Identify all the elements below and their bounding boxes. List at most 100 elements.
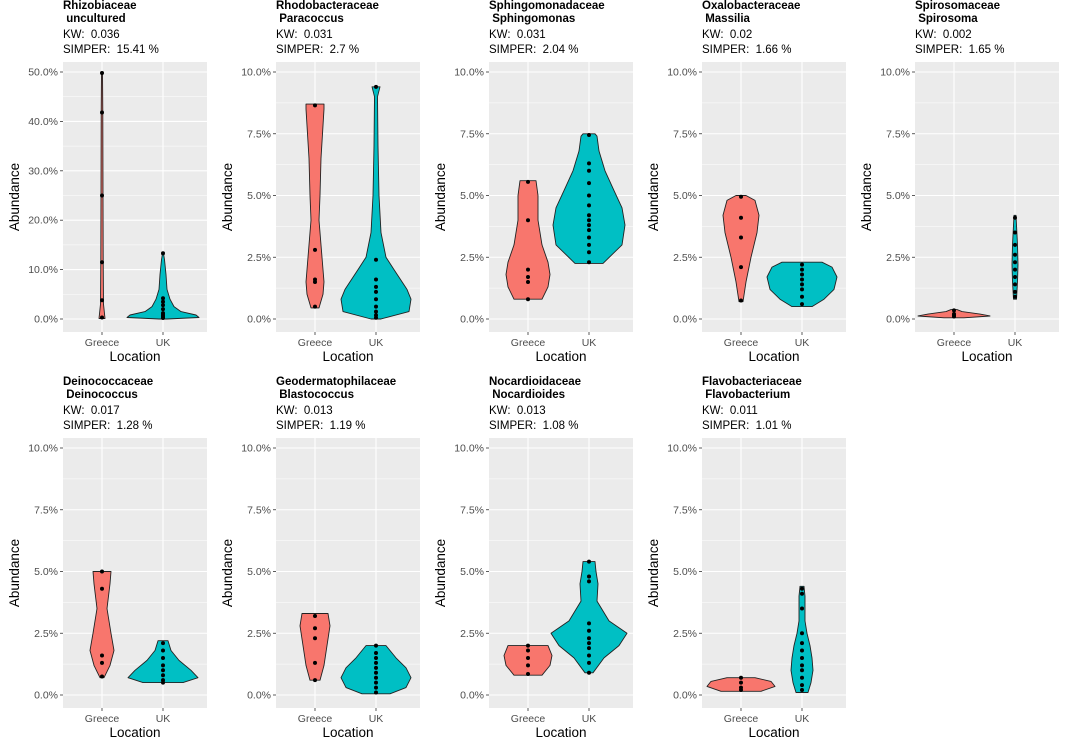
- y-tick-label: 0.0%: [247, 314, 271, 326]
- simper-label: SIMPER: 1.01 %: [702, 419, 792, 432]
- x-tick-label: Greece: [85, 337, 120, 349]
- data-point: [739, 265, 743, 270]
- data-point: [526, 275, 530, 280]
- data-point: [100, 315, 104, 320]
- x-tick-label: UK: [582, 337, 597, 349]
- data-point: [587, 641, 591, 646]
- data-point: [587, 621, 591, 626]
- chart-panel: Geodermatophilaceae Blastococcus KW: 0.01…: [213, 376, 426, 748]
- data-point: [374, 685, 378, 690]
- x-axis-title: Location: [322, 725, 373, 740]
- data-point: [1013, 267, 1017, 272]
- y-tick-label: 50.0%: [28, 67, 58, 79]
- data-point: [800, 631, 804, 636]
- x-tick-label: UK: [795, 337, 810, 349]
- data-point: [161, 668, 165, 673]
- data-point: [313, 660, 317, 665]
- data-point: [374, 670, 378, 675]
- y-tick-label: 7.5%: [886, 128, 910, 140]
- data-point: [1013, 252, 1017, 257]
- data-point: [739, 685, 743, 690]
- kw-label: KW: 0.013: [276, 405, 333, 417]
- y-tick-label: 5.0%: [34, 566, 58, 578]
- data-point: [739, 680, 743, 685]
- panel-title: Spirosomaceae Spirosoma KW: 0.002 SIMPER: …: [915, 0, 1004, 56]
- data-point: [313, 304, 317, 309]
- y-tick-label: 7.5%: [460, 128, 484, 140]
- genus-label: Deinococcus: [63, 388, 138, 401]
- data-point: [587, 628, 591, 633]
- violin-uk: [127, 640, 199, 684]
- simper-label: SIMPER: 1.65 %: [915, 43, 1005, 56]
- y-tick-label: 10.0%: [880, 67, 910, 79]
- data-point: [800, 668, 804, 673]
- y-tick-label: 0.0%: [460, 314, 484, 326]
- data-point: [313, 247, 317, 252]
- y-tick-label: 10.0%: [241, 443, 271, 455]
- y-tick-label: 5.0%: [247, 190, 271, 202]
- y-tick-label: 10.0%: [454, 67, 484, 79]
- data-point: [374, 660, 378, 665]
- y-tick-label: 0.0%: [34, 690, 58, 702]
- data-point: [587, 670, 591, 675]
- y-tick-label: 10.0%: [28, 443, 58, 455]
- x-tick-label: UK: [369, 337, 384, 349]
- y-tick-label: 5.0%: [673, 566, 697, 578]
- y-tick-label: 7.5%: [673, 128, 697, 140]
- data-point: [800, 277, 804, 282]
- violin-greece: [89, 571, 115, 679]
- data-point: [374, 655, 378, 660]
- y-tick-label: 2.5%: [886, 252, 910, 264]
- y-axis-title: Abundance: [220, 539, 235, 607]
- data-point: [374, 643, 378, 648]
- genus-label: Nocardioides: [489, 388, 566, 401]
- data-point: [374, 651, 378, 656]
- data-point: [526, 267, 530, 272]
- panel-title: Rhodobacteraceae Paracoccus KW: 0.031 SIMP…: [276, 0, 379, 56]
- y-tick-label: 2.5%: [460, 628, 484, 640]
- data-point: [161, 251, 165, 256]
- x-tick-label: UK: [582, 713, 597, 725]
- data-point: [313, 678, 317, 683]
- data-point: [739, 298, 743, 303]
- data-point: [526, 648, 530, 653]
- x-axis-title: Location: [535, 349, 586, 364]
- family-label: Oxalobacteraceae: [702, 0, 801, 12]
- simper-label: SIMPER: 15.41 %: [63, 43, 159, 56]
- x-tick-label: UK: [156, 337, 171, 349]
- data-point: [374, 675, 378, 680]
- data-point: [800, 287, 804, 292]
- simper-label: SIMPER: 1.28 %: [63, 419, 153, 432]
- y-tick-label: 7.5%: [247, 504, 271, 516]
- data-point: [313, 636, 317, 641]
- data-point: [374, 680, 378, 685]
- data-point: [800, 294, 804, 299]
- y-tick-label: 10.0%: [28, 264, 58, 276]
- data-point: [526, 218, 530, 223]
- genus-label: Sphingomonas: [489, 12, 576, 25]
- data-point: [374, 84, 378, 89]
- panel-title: Nocardioidaceae Nocardioides KW: 0.013 SIM…: [489, 376, 581, 432]
- chart-panel: Rhizobiaceae uncultured KW: 0.036 SIMPER: …: [0, 0, 213, 372]
- data-point: [374, 304, 378, 309]
- data-point: [587, 161, 591, 166]
- data-point: [161, 655, 165, 660]
- y-tick-label: 2.5%: [673, 252, 697, 264]
- y-axis-title: Abundance: [646, 539, 661, 607]
- data-point: [161, 296, 165, 301]
- y-axis-title: Abundance: [646, 163, 661, 231]
- y-tick-label: 0.0%: [34, 314, 58, 326]
- y-tick-label: 7.5%: [673, 504, 697, 516]
- y-tick-label: 30.0%: [28, 165, 58, 177]
- data-point: [800, 262, 804, 267]
- data-point: [374, 313, 378, 318]
- data-point: [587, 574, 591, 579]
- chart-panel: Oxalobacteraceae Massilia KW: 0.02 SIMPER:…: [639, 0, 852, 372]
- data-point: [1013, 215, 1017, 220]
- data-point: [1013, 294, 1017, 299]
